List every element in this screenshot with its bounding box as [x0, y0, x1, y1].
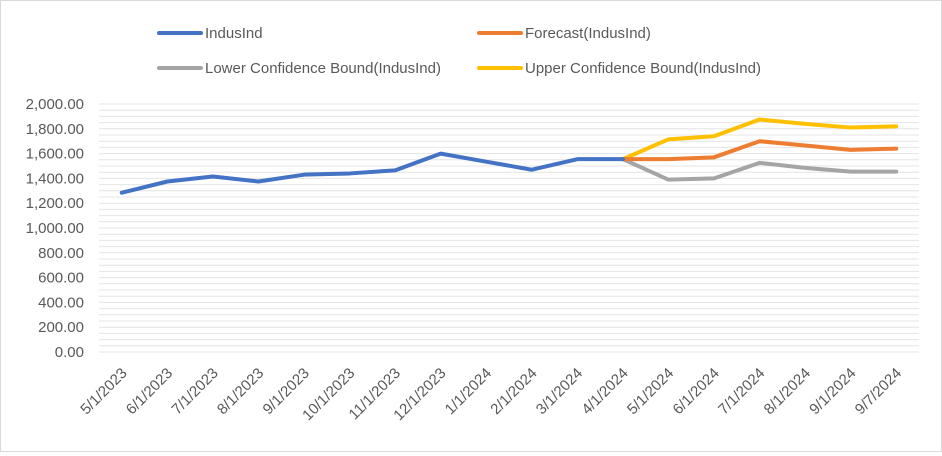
x-tick-label: 9/7/2024: [852, 365, 905, 418]
series-line-1: [119, 151, 625, 195]
y-tick-label: 600.00: [38, 270, 84, 287]
legend-label: Lower Confidence Bound(IndusInd): [205, 60, 441, 77]
y-tick-label: 1,800.00: [26, 121, 84, 138]
gridlines: [99, 103, 919, 353]
legend-label: IndusInd: [205, 25, 263, 42]
legend-item: IndusInd: [157, 25, 263, 42]
y-tick-label: 1,600.00: [26, 146, 84, 163]
x-tick-label: 9/1/2024: [806, 365, 859, 418]
y-tick-label: 1,000.00: [26, 220, 84, 237]
series-line-2: [620, 139, 899, 162]
x-tick-label: 2/1/2024: [487, 365, 540, 418]
legend-item: Lower Confidence Bound(IndusInd): [157, 60, 441, 77]
x-tick-label: 8/1/2024: [761, 365, 814, 418]
x-tick-label: 8/1/2023: [214, 365, 267, 418]
legend-item: Forecast(IndusInd): [477, 25, 651, 42]
y-tick-label: 1,200.00: [26, 195, 84, 212]
series-line-3: [620, 157, 899, 182]
legend-label: Upper Confidence Bound(IndusInd): [525, 60, 761, 77]
x-tick-label: 7/1/2023: [168, 365, 221, 418]
legend: IndusInd Forecast(IndusInd) Lower Confiden…: [157, 25, 761, 77]
y-tick-label: 2,000.00: [26, 96, 84, 113]
series-lines: [119, 117, 899, 195]
y-tick-label: 200.00: [38, 319, 84, 336]
x-tick-label: 5/1/2023: [77, 365, 130, 418]
legend-label: Forecast(IndusInd): [525, 25, 651, 42]
x-tick-label: 3/1/2024: [533, 365, 586, 418]
series-line-4: [620, 117, 899, 162]
x-tick-label: 6/1/2024: [670, 365, 723, 418]
x-tick-label: 5/1/2024: [624, 365, 677, 418]
x-tick-label: 6/1/2023: [123, 365, 176, 418]
y-axis: 0.00 200.00 400.00 600.00 800.00 1,000.00 1,20…: [26, 96, 84, 361]
x-tick-label: 4/1/2024: [578, 365, 631, 418]
y-tick-label: 1,400.00: [26, 170, 84, 187]
x-tick-label: 7/1/2024: [715, 365, 768, 418]
x-axis: 5/1/20236/1/20237/1/20238/1/20239/1/2023…: [77, 365, 905, 424]
y-tick-label: 800.00: [38, 245, 84, 262]
y-tick-label: 400.00: [38, 294, 84, 311]
legend-item: Upper Confidence Bound(IndusInd): [477, 60, 761, 77]
y-tick-label: 0.00: [55, 344, 84, 361]
x-tick-label: 1/1/2024: [442, 365, 495, 418]
